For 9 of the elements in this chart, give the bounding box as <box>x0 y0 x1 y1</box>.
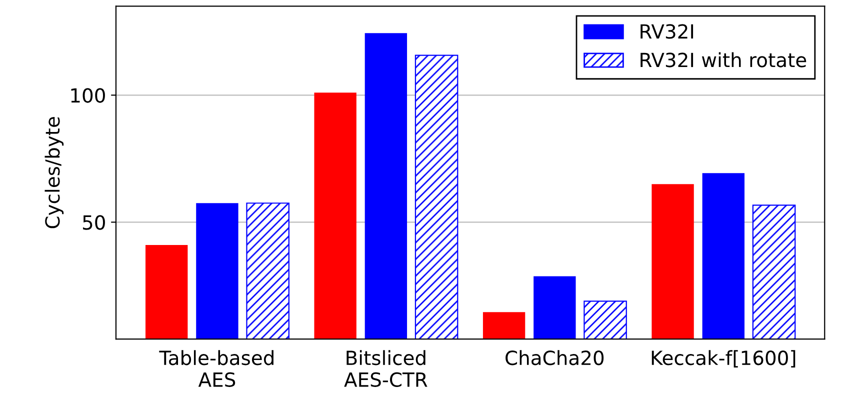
y-axis-title: Cycles/byte <box>44 117 64 228</box>
x-tick-label: Table-based AES <box>159 350 274 387</box>
legend-label: RV32I with rotate <box>640 52 806 68</box>
legend-label: RV32I <box>640 24 694 39</box>
y-tick-label: 50 <box>83 215 105 230</box>
x-tick-label: ChaCha20 <box>506 350 604 366</box>
x-tick-label: Bitsliced AES-CTR <box>344 350 428 387</box>
y-tick-label: 100 <box>71 88 105 103</box>
x-tick-label: Keccak-f[1600] <box>652 350 796 368</box>
